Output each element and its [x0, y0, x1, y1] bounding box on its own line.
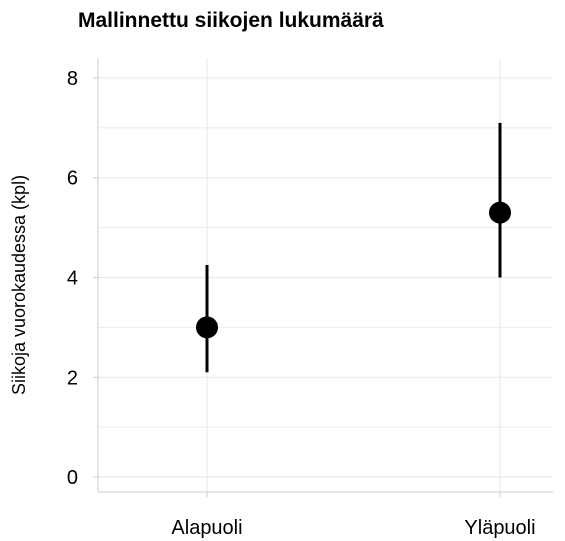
- y-tick-label: 8: [67, 68, 78, 90]
- y-axis-ticks: 0 2 4 6 8: [67, 68, 98, 489]
- data-marks: [196, 122, 511, 373]
- y-tick-label: 6: [67, 168, 78, 190]
- y-axis-title: Siikoja vuorokaudessa (kpl): [9, 175, 29, 395]
- y-tick-label: 0: [67, 467, 78, 489]
- chart-title: Mallinnettu siikojen lukumäärä: [78, 9, 384, 32]
- y-tick-label: 2: [67, 367, 78, 389]
- axis-lines: [97, 58, 553, 493]
- x-tick-label: Yläpuoli: [464, 517, 535, 539]
- data-point: [196, 316, 218, 339]
- minor-gridlines: [98, 127, 553, 428]
- data-point: [489, 201, 511, 224]
- x-axis-ticks: Alapuoli Yläpuoli: [171, 492, 536, 539]
- y-tick-label: 4: [67, 267, 78, 289]
- x-tick-label: Alapuoli: [171, 517, 242, 539]
